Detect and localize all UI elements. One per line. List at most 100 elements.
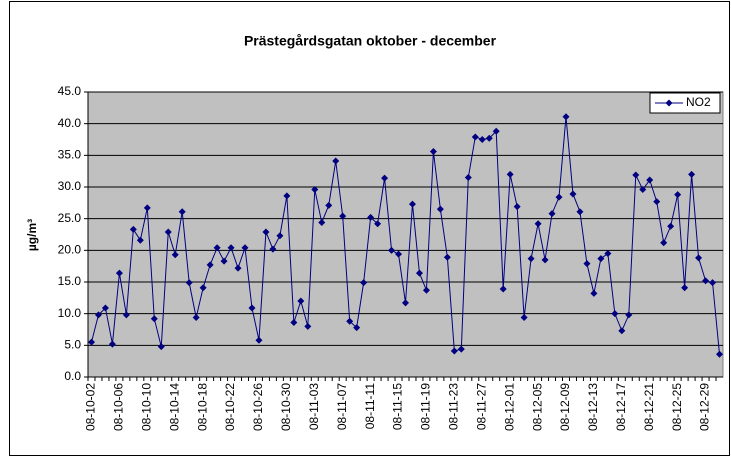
marker	[520, 313, 528, 321]
marker	[220, 257, 228, 265]
marker	[157, 343, 165, 351]
x-tick-label: 08-12-13	[586, 383, 600, 431]
marker	[332, 157, 340, 165]
legend-box	[649, 92, 721, 114]
marker	[185, 279, 193, 287]
x-tick-label: 08-10-26	[251, 383, 265, 431]
marker	[283, 192, 291, 200]
marker	[241, 244, 249, 252]
marker	[262, 228, 270, 236]
y-tick-label: 10.0	[58, 306, 82, 320]
x-tick-label: 08-11-07	[335, 383, 349, 430]
marker	[653, 198, 661, 206]
marker	[457, 345, 465, 353]
marker	[171, 251, 179, 259]
x-tick-label: 08-10-02	[84, 383, 98, 431]
legend-label: NO2	[686, 95, 711, 109]
marker	[164, 228, 172, 236]
marker	[304, 322, 312, 330]
marker	[688, 170, 696, 178]
x-tick-label: 08-11-15	[391, 383, 405, 430]
marker	[353, 324, 361, 332]
legend-marker	[665, 99, 673, 107]
marker	[569, 190, 577, 198]
marker	[346, 317, 354, 325]
marker	[646, 176, 654, 184]
marker	[255, 336, 263, 344]
x-tick-label: 08-12-25	[670, 383, 684, 431]
marker	[576, 208, 584, 216]
marker	[436, 205, 444, 213]
marker	[618, 327, 626, 335]
marker	[632, 171, 640, 179]
marker	[395, 250, 403, 258]
x-tick-label: 08-11-23	[447, 383, 461, 430]
marker	[248, 304, 256, 312]
marker	[101, 304, 109, 312]
marker	[555, 193, 563, 201]
marker	[415, 269, 423, 277]
marker	[478, 136, 486, 143]
y-tick-label: 40.0	[58, 116, 82, 130]
marker	[339, 212, 347, 220]
marker	[464, 174, 472, 181]
y-tick-label: 35.0	[58, 148, 82, 162]
marker	[178, 208, 186, 216]
marker	[667, 222, 675, 230]
marker	[660, 239, 668, 247]
marker	[290, 319, 298, 327]
marker	[192, 313, 200, 321]
y-tick-label: 15.0	[58, 274, 82, 288]
marker	[311, 186, 319, 194]
marker	[360, 279, 368, 287]
marker	[213, 244, 221, 252]
marker	[639, 186, 647, 194]
marker	[499, 285, 507, 293]
x-tick-label: 08-11-03	[307, 383, 321, 430]
x-tick-label: 08-11-11	[363, 383, 377, 430]
marker	[583, 260, 591, 268]
marker	[129, 225, 137, 233]
x-tick-label: 08-10-14	[167, 383, 181, 431]
y-tick-label: 20.0	[58, 243, 82, 257]
x-tick-label: 08-10-18	[195, 383, 209, 431]
marker	[709, 279, 717, 287]
x-tick-label: 08-12-05	[530, 383, 544, 431]
marker	[492, 127, 500, 135]
x-tick-label: 08-11-27	[474, 383, 488, 430]
x-tick-label: 08-10-22	[223, 383, 237, 431]
marker	[681, 284, 689, 292]
x-tick-label: 08-11-19	[419, 383, 433, 430]
marker	[87, 338, 95, 346]
marker	[297, 297, 305, 305]
marker	[429, 148, 437, 156]
marker	[136, 236, 144, 244]
marker	[381, 174, 389, 182]
x-tick-label: 08-10-30	[279, 383, 293, 431]
marker	[122, 311, 130, 319]
marker	[150, 315, 158, 323]
y-tick-label: 30.0	[58, 179, 82, 193]
marker	[590, 289, 598, 297]
marker	[702, 277, 710, 285]
marker	[604, 250, 612, 257]
marker	[115, 269, 123, 277]
x-tick-label: 08-12-01	[502, 383, 516, 431]
marker	[318, 218, 326, 226]
marker	[534, 220, 542, 228]
marker	[206, 261, 214, 269]
marker	[611, 310, 619, 318]
x-tick-label: 08-12-21	[642, 383, 656, 431]
x-tick-label: 08-12-29	[698, 383, 712, 431]
marker	[94, 311, 102, 319]
marker	[506, 170, 514, 178]
y-tick-label: 0.0	[64, 369, 81, 383]
marker	[541, 256, 549, 264]
marker	[367, 213, 375, 221]
marker	[402, 299, 409, 307]
marker	[199, 284, 207, 292]
marker	[443, 253, 451, 261]
marker	[485, 134, 493, 142]
